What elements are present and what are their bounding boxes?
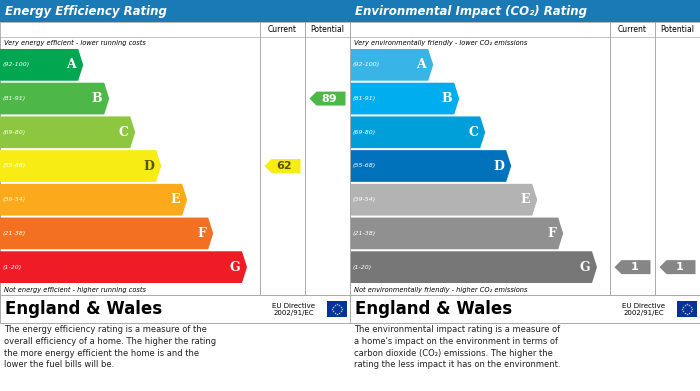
Bar <box>350 295 700 323</box>
Text: C: C <box>468 126 478 139</box>
Polygon shape <box>350 217 564 249</box>
Text: EU Directive
2002/91/EC: EU Directive 2002/91/EC <box>622 303 665 316</box>
Text: A: A <box>416 58 426 71</box>
Polygon shape <box>615 260 650 274</box>
Polygon shape <box>350 83 459 115</box>
Text: (69-80): (69-80) <box>3 130 27 135</box>
Text: (69-80): (69-80) <box>353 130 377 135</box>
Text: Potential: Potential <box>311 25 344 34</box>
Polygon shape <box>0 251 247 283</box>
Polygon shape <box>0 117 135 148</box>
Text: 62: 62 <box>276 161 293 171</box>
Text: Very environmentally friendly - lower CO₂ emissions: Very environmentally friendly - lower CO… <box>354 39 527 46</box>
Text: (39-54): (39-54) <box>3 197 27 202</box>
Text: Current: Current <box>618 25 647 34</box>
Text: The energy efficiency rating is a measure of the
overall efficiency of a home. T: The energy efficiency rating is a measur… <box>4 325 216 369</box>
Text: (81-91): (81-91) <box>3 96 27 101</box>
Bar <box>350 0 700 22</box>
Text: EU Directive
2002/91/EC: EU Directive 2002/91/EC <box>272 303 315 316</box>
Text: C: C <box>118 126 128 139</box>
Polygon shape <box>0 217 214 249</box>
Polygon shape <box>0 49 83 81</box>
Text: England & Wales: England & Wales <box>5 300 162 318</box>
Text: (92-100): (92-100) <box>3 62 30 67</box>
Text: (81-91): (81-91) <box>353 96 377 101</box>
Text: 89: 89 <box>322 93 337 104</box>
Text: The environmental impact rating is a measure of
a home's impact on the environme: The environmental impact rating is a mea… <box>354 325 561 369</box>
Text: E: E <box>171 193 180 206</box>
Polygon shape <box>0 83 109 115</box>
Bar <box>350 22 700 37</box>
Text: B: B <box>442 92 452 105</box>
Text: F: F <box>547 227 556 240</box>
Bar <box>0 22 350 37</box>
Polygon shape <box>350 150 511 182</box>
Text: G: G <box>580 261 590 274</box>
Text: D: D <box>144 160 154 172</box>
Bar <box>677 301 697 317</box>
Bar <box>0 295 350 323</box>
Polygon shape <box>350 251 597 283</box>
Text: (1-20): (1-20) <box>3 265 22 270</box>
Text: 1: 1 <box>631 262 638 272</box>
Text: (92-100): (92-100) <box>353 62 380 67</box>
Text: (55-68): (55-68) <box>3 163 27 169</box>
Bar <box>350 22 700 295</box>
Text: Potential: Potential <box>661 25 694 34</box>
Polygon shape <box>659 260 696 274</box>
Text: A: A <box>66 58 76 71</box>
Polygon shape <box>0 150 161 182</box>
Polygon shape <box>350 117 485 148</box>
Polygon shape <box>309 91 346 106</box>
Text: Very energy efficient - lower running costs: Very energy efficient - lower running co… <box>4 39 146 46</box>
Text: Current: Current <box>268 25 297 34</box>
Text: B: B <box>92 92 102 105</box>
Polygon shape <box>265 159 300 173</box>
Text: F: F <box>197 227 206 240</box>
Bar <box>0 22 350 295</box>
Text: Not energy efficient - higher running costs: Not energy efficient - higher running co… <box>4 287 146 292</box>
Text: England & Wales: England & Wales <box>355 300 512 318</box>
Text: 1: 1 <box>676 262 683 272</box>
Text: (21-38): (21-38) <box>3 231 27 236</box>
Bar <box>0 0 350 22</box>
Text: (39-54): (39-54) <box>353 197 377 202</box>
Polygon shape <box>0 184 187 215</box>
Text: Not environmentally friendly - higher CO₂ emissions: Not environmentally friendly - higher CO… <box>354 287 528 292</box>
Text: (55-68): (55-68) <box>353 163 377 169</box>
Text: Energy Efficiency Rating: Energy Efficiency Rating <box>5 5 167 18</box>
Polygon shape <box>350 49 433 81</box>
Text: (1-20): (1-20) <box>353 265 372 270</box>
Polygon shape <box>350 184 537 215</box>
Text: (21-38): (21-38) <box>353 231 377 236</box>
Text: G: G <box>230 261 240 274</box>
Bar <box>327 301 347 317</box>
Text: E: E <box>521 193 530 206</box>
Text: D: D <box>494 160 504 172</box>
Text: Environmental Impact (CO₂) Rating: Environmental Impact (CO₂) Rating <box>355 5 587 18</box>
